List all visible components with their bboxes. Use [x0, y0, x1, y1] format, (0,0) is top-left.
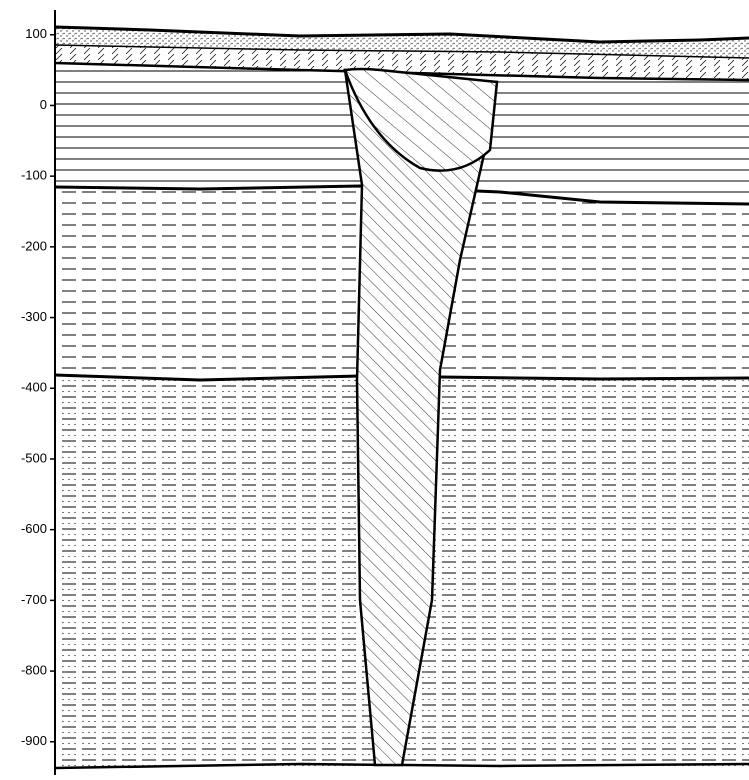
intrusion-cap	[343, 67, 499, 172]
tick-label: -700	[21, 592, 47, 607]
tick-label: -500	[21, 450, 47, 465]
intrusion	[343, 67, 499, 767]
layer-sand	[55, 27, 749, 58]
tick-label: -400	[21, 380, 47, 395]
layer-thin	[55, 45, 749, 80]
tick-label: 0	[40, 97, 47, 112]
tick-label: -200	[21, 238, 47, 253]
tick-label: -900	[21, 733, 47, 748]
tick-label: -100	[21, 168, 47, 183]
tick-label: -600	[21, 521, 47, 536]
tick-label: -800	[21, 663, 47, 678]
tick-label: 100	[25, 26, 47, 41]
tick-label: -300	[21, 309, 47, 324]
